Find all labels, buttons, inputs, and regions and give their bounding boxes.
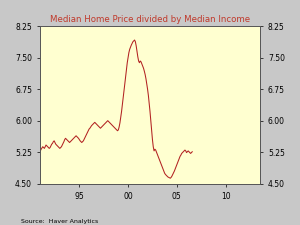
Text: Source:  Haver Analytics: Source: Haver Analytics xyxy=(21,219,98,224)
Title: Median Home Price divided by Median Income: Median Home Price divided by Median Inco… xyxy=(50,15,250,24)
